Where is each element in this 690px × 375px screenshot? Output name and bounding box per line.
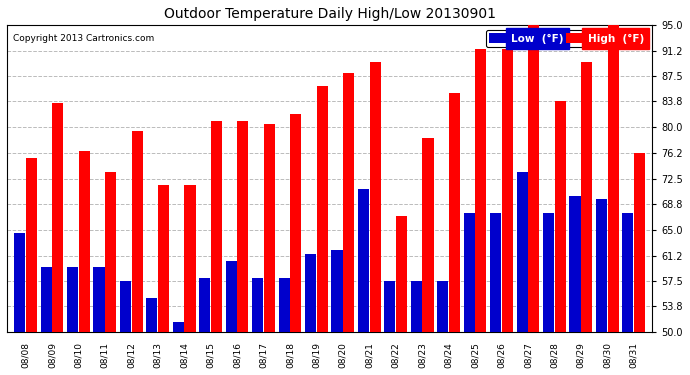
Bar <box>596 199 607 332</box>
Bar <box>622 213 633 332</box>
Bar <box>370 63 381 332</box>
Bar <box>517 172 528 332</box>
Bar <box>411 281 422 332</box>
Bar <box>422 138 433 332</box>
Bar <box>237 120 248 332</box>
Bar <box>343 73 354 332</box>
Bar <box>67 267 78 332</box>
Bar <box>581 63 592 332</box>
Bar <box>172 322 184 332</box>
Bar <box>543 213 554 332</box>
Bar <box>52 104 63 332</box>
Bar <box>146 298 157 332</box>
Bar <box>226 261 237 332</box>
Text: Copyright 2013 Cartronics.com: Copyright 2013 Cartronics.com <box>13 34 155 43</box>
Bar <box>331 251 342 332</box>
Bar <box>184 186 195 332</box>
Bar <box>464 213 475 332</box>
Bar <box>26 158 37 332</box>
Bar <box>475 49 486 332</box>
Bar <box>264 124 275 332</box>
Bar <box>211 120 222 332</box>
Bar <box>529 25 540 332</box>
Bar <box>199 278 210 332</box>
Bar <box>396 216 407 332</box>
Bar <box>358 189 369 332</box>
Bar <box>105 172 116 332</box>
Bar <box>41 267 52 332</box>
Bar <box>569 196 580 332</box>
Bar <box>502 49 513 332</box>
Bar <box>384 281 395 332</box>
Bar <box>158 186 169 332</box>
Title: Outdoor Temperature Daily High/Low 20130901: Outdoor Temperature Daily High/Low 20130… <box>164 7 495 21</box>
Bar <box>317 86 328 332</box>
Bar <box>555 101 566 332</box>
Bar <box>93 267 105 332</box>
Bar <box>608 25 619 332</box>
Bar <box>634 153 645 332</box>
Bar <box>120 281 131 332</box>
Legend: Low  (°F), High  (°F): Low (°F), High (°F) <box>486 30 647 47</box>
Bar <box>252 278 263 332</box>
Bar <box>437 281 448 332</box>
Bar <box>132 131 143 332</box>
Bar <box>449 93 460 332</box>
Bar <box>290 114 302 332</box>
Bar <box>14 233 26 332</box>
Bar <box>79 151 90 332</box>
Bar <box>279 278 290 332</box>
Bar <box>490 213 501 332</box>
Bar <box>305 254 316 332</box>
